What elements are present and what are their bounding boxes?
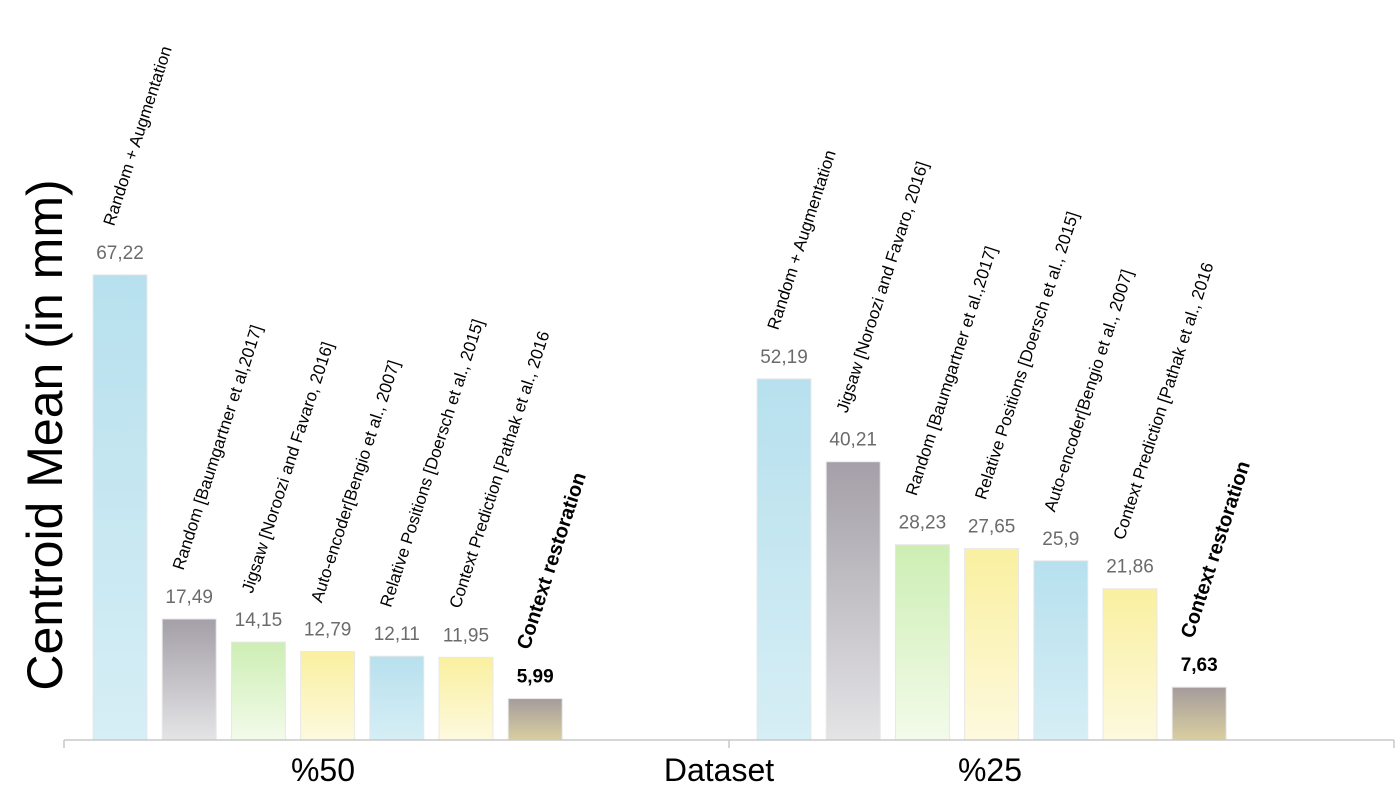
data-label: 5,99 <box>517 667 554 688</box>
method-label: Random + Augmentation <box>764 148 840 332</box>
method-label: Context restoration <box>1177 459 1255 641</box>
method-label: Auto-encoder[Bengio et al., 2007] <box>1041 267 1137 514</box>
bar <box>300 650 356 741</box>
bar <box>1171 686 1227 741</box>
bars-layer: 67,22 Random + Augmentation 17,49 Random [B… <box>92 44 1255 741</box>
x-axis-label: Dataset <box>664 752 774 788</box>
method-label: Jigsaw [Noroozi and Favaro, 2016] <box>833 159 932 415</box>
data-label: 7,63 <box>1181 655 1218 676</box>
data-label: 40,21 <box>829 430 877 451</box>
bar <box>161 618 217 741</box>
data-label: 25,9 <box>1042 529 1079 550</box>
bar <box>756 378 812 741</box>
bar <box>507 698 563 741</box>
group-label-25: %25 <box>958 752 1022 788</box>
bar <box>894 544 950 741</box>
y-axis-label: Centroid Mean (in mm) <box>17 179 73 690</box>
data-label: 52,19 <box>760 347 808 368</box>
data-label: 21,86 <box>1106 557 1154 578</box>
method-label: Random + Augmentation <box>100 44 176 228</box>
bar <box>1033 560 1089 741</box>
method-label: Context restoration <box>513 470 591 652</box>
bar <box>825 461 881 741</box>
bar <box>230 641 286 741</box>
data-label: 12,11 <box>374 624 420 645</box>
data-label: 11,95 <box>443 625 489 646</box>
data-label: 28,23 <box>899 513 947 534</box>
data-label: 67,22 <box>96 243 144 264</box>
method-label: Random [Baumgartner et al,2017] <box>169 323 266 572</box>
bar <box>92 274 148 741</box>
bar <box>1102 588 1158 741</box>
bar <box>438 656 494 741</box>
bar <box>369 655 425 741</box>
data-label: 12,79 <box>304 619 352 640</box>
data-label: 17,49 <box>165 587 213 608</box>
x-axis <box>63 739 1395 748</box>
data-label: 27,65 <box>968 517 1016 538</box>
group-label-50: %50 <box>291 752 355 788</box>
bar <box>964 548 1020 741</box>
data-label: 14,15 <box>235 610 283 631</box>
